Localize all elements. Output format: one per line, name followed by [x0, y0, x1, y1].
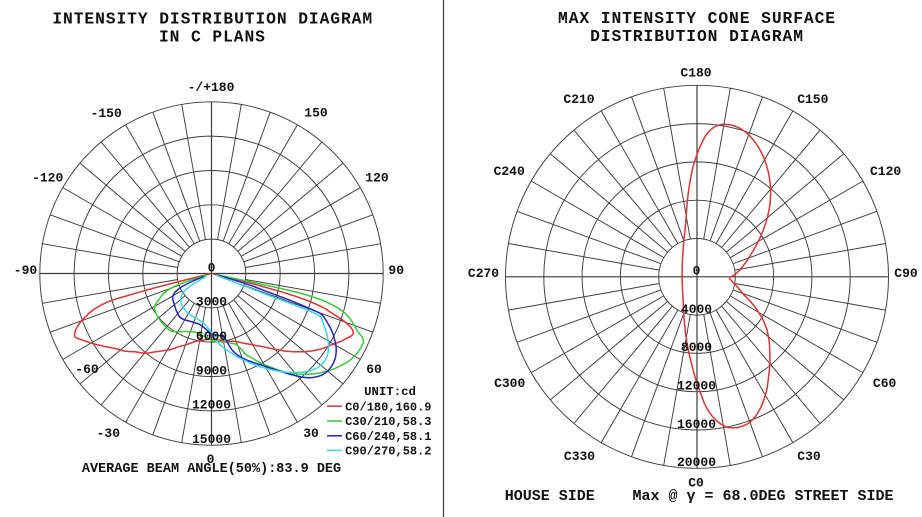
- svg-text:C270: C270: [468, 266, 499, 281]
- svg-text:AVERAGE BEAM ANGLE(50%):83.9 D: AVERAGE BEAM ANGLE(50%):83.9 DEG: [82, 462, 341, 477]
- svg-text:C90/270,58.2: C90/270,58.2: [345, 445, 431, 459]
- svg-text:0: 0: [208, 260, 216, 275]
- svg-text:16000: 16000: [677, 417, 716, 432]
- svg-text:0: 0: [207, 452, 215, 467]
- svg-text:-150: -150: [91, 106, 122, 121]
- svg-text:30: 30: [303, 426, 319, 441]
- svg-text:150: 150: [304, 106, 328, 121]
- svg-text:C60: C60: [873, 376, 897, 391]
- svg-text:9000: 9000: [196, 363, 227, 378]
- svg-text:120: 120: [365, 171, 389, 186]
- svg-text:MAX INTENSITY CONE SURFACE: MAX INTENSITY CONE SURFACE: [558, 9, 836, 28]
- svg-text:C30: C30: [797, 449, 821, 464]
- svg-text:-120: -120: [32, 171, 63, 186]
- svg-text:C120: C120: [870, 164, 901, 179]
- svg-text:C240: C240: [494, 164, 525, 179]
- svg-text:C150: C150: [797, 92, 828, 107]
- svg-text:INTENSITY DISTRIBUTION DIAGRAM: INTENSITY DISTRIBUTION DIAGRAM: [52, 10, 373, 29]
- svg-text:-/+180: -/+180: [188, 80, 235, 95]
- svg-text:3000: 3000: [196, 295, 227, 310]
- svg-text:C330: C330: [564, 449, 595, 464]
- svg-text:HOUSE SIDE: HOUSE SIDE: [505, 488, 595, 505]
- svg-text:Max @ γ = 68.0DEG STREET SIDE: Max @ γ = 68.0DEG STREET SIDE: [632, 488, 893, 505]
- svg-text:C0/180,160.9: C0/180,160.9: [345, 400, 431, 414]
- svg-text:-90: -90: [14, 263, 38, 278]
- svg-text:IN C PLANS: IN C PLANS: [159, 28, 266, 47]
- svg-text:20000: 20000: [677, 455, 716, 470]
- svg-text:DISTRIBUTION DIAGRAM: DISTRIBUTION DIAGRAM: [590, 27, 804, 46]
- svg-text:90: 90: [388, 263, 404, 278]
- svg-text:-30: -30: [97, 426, 121, 441]
- svg-text:15000: 15000: [192, 432, 231, 447]
- svg-text:8000: 8000: [681, 340, 712, 355]
- svg-text:0: 0: [693, 264, 701, 279]
- svg-text:12000: 12000: [192, 398, 231, 413]
- svg-text:C0: C0: [688, 475, 704, 490]
- svg-text:60: 60: [366, 362, 382, 377]
- svg-text:C90: C90: [894, 266, 918, 281]
- svg-text:C180: C180: [680, 65, 711, 80]
- svg-text:C60/240,58.1: C60/240,58.1: [345, 430, 431, 444]
- svg-text:12000: 12000: [677, 379, 716, 394]
- svg-text:-60: -60: [75, 362, 99, 377]
- svg-text:C300: C300: [494, 376, 525, 391]
- svg-text:C210: C210: [563, 92, 594, 107]
- svg-text:4000: 4000: [681, 302, 712, 317]
- svg-text:UNIT:cd: UNIT:cd: [364, 385, 416, 399]
- svg-text:C30/210,58.3: C30/210,58.3: [345, 415, 431, 429]
- svg-text:6000: 6000: [196, 329, 227, 344]
